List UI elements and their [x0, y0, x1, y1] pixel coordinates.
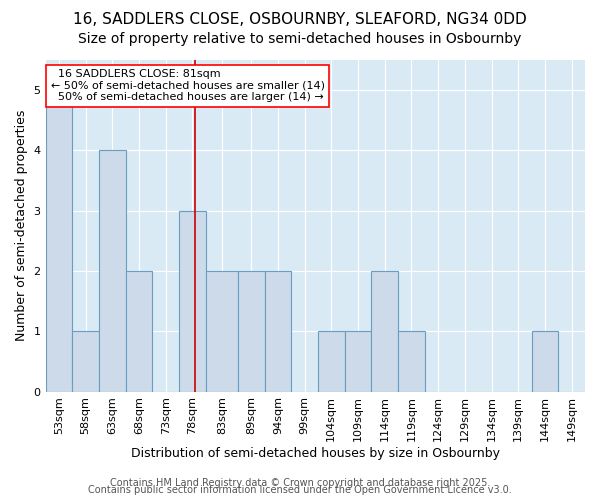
Bar: [238, 271, 265, 392]
Text: 16, SADDLERS CLOSE, OSBOURNBY, SLEAFORD, NG34 0DD: 16, SADDLERS CLOSE, OSBOURNBY, SLEAFORD,…: [73, 12, 527, 28]
Bar: [125, 271, 152, 392]
Y-axis label: Number of semi-detached properties: Number of semi-detached properties: [15, 110, 28, 342]
Text: 16 SADDLERS CLOSE: 81sqm
← 50% of semi-detached houses are smaller (14)
  50% of: 16 SADDLERS CLOSE: 81sqm ← 50% of semi-d…: [51, 69, 325, 102]
Bar: [398, 332, 425, 392]
Bar: [72, 332, 99, 392]
X-axis label: Distribution of semi-detached houses by size in Osbournby: Distribution of semi-detached houses by …: [131, 447, 500, 460]
Bar: [179, 210, 206, 392]
Bar: [318, 332, 344, 392]
Bar: [206, 271, 238, 392]
Bar: [371, 271, 398, 392]
Bar: [99, 150, 125, 392]
Bar: [265, 271, 291, 392]
Text: Contains HM Land Registry data © Crown copyright and database right 2025.: Contains HM Land Registry data © Crown c…: [110, 478, 490, 488]
Text: Size of property relative to semi-detached houses in Osbournby: Size of property relative to semi-detach…: [79, 32, 521, 46]
Bar: [532, 332, 558, 392]
Text: Contains public sector information licensed under the Open Government Licence v3: Contains public sector information licen…: [88, 485, 512, 495]
Bar: [344, 332, 371, 392]
Bar: [46, 90, 72, 392]
